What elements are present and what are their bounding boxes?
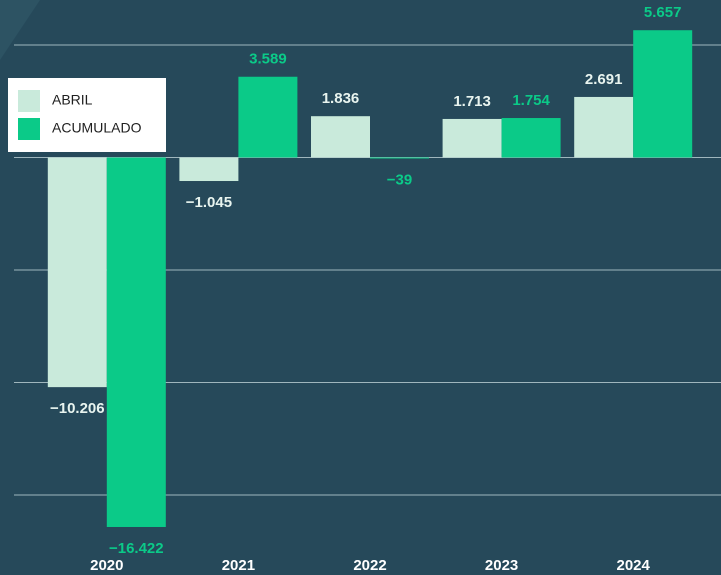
- value-label: 1.713: [453, 93, 491, 110]
- bar: [442, 118, 502, 158]
- bar: [574, 96, 634, 158]
- value-label: 1.754: [512, 92, 550, 109]
- legend-label: ACUMULADO: [52, 120, 142, 136]
- x-tick-label: 2020: [90, 557, 123, 574]
- bar: [47, 157, 107, 388]
- bar: [106, 157, 166, 527]
- value-label: −1.045: [186, 194, 232, 211]
- legend-swatch: [18, 90, 40, 112]
- value-label: −10.206: [50, 400, 105, 417]
- x-tick-label: 2023: [485, 557, 518, 574]
- legend-box: [8, 78, 166, 152]
- bar: [311, 116, 370, 158]
- value-label: 5.657: [644, 4, 682, 21]
- bar: [633, 30, 693, 158]
- legend-label: ABRIL: [52, 92, 93, 108]
- x-tick-label: 2021: [222, 557, 255, 574]
- value-label: 3.589: [249, 51, 287, 68]
- value-label: 2.691: [585, 71, 623, 88]
- x-tick-label: 2024: [617, 557, 651, 574]
- x-tick-label: 2022: [353, 557, 386, 574]
- legend-swatch: [18, 118, 40, 140]
- bar: [370, 157, 429, 159]
- bar: [501, 118, 561, 158]
- value-label: −16.422: [109, 540, 164, 557]
- value-label: 1.836: [322, 90, 360, 107]
- decoration: [0, 0, 40, 60]
- value-label: −39: [387, 171, 412, 188]
- bar: [179, 157, 239, 182]
- bar: [238, 76, 298, 158]
